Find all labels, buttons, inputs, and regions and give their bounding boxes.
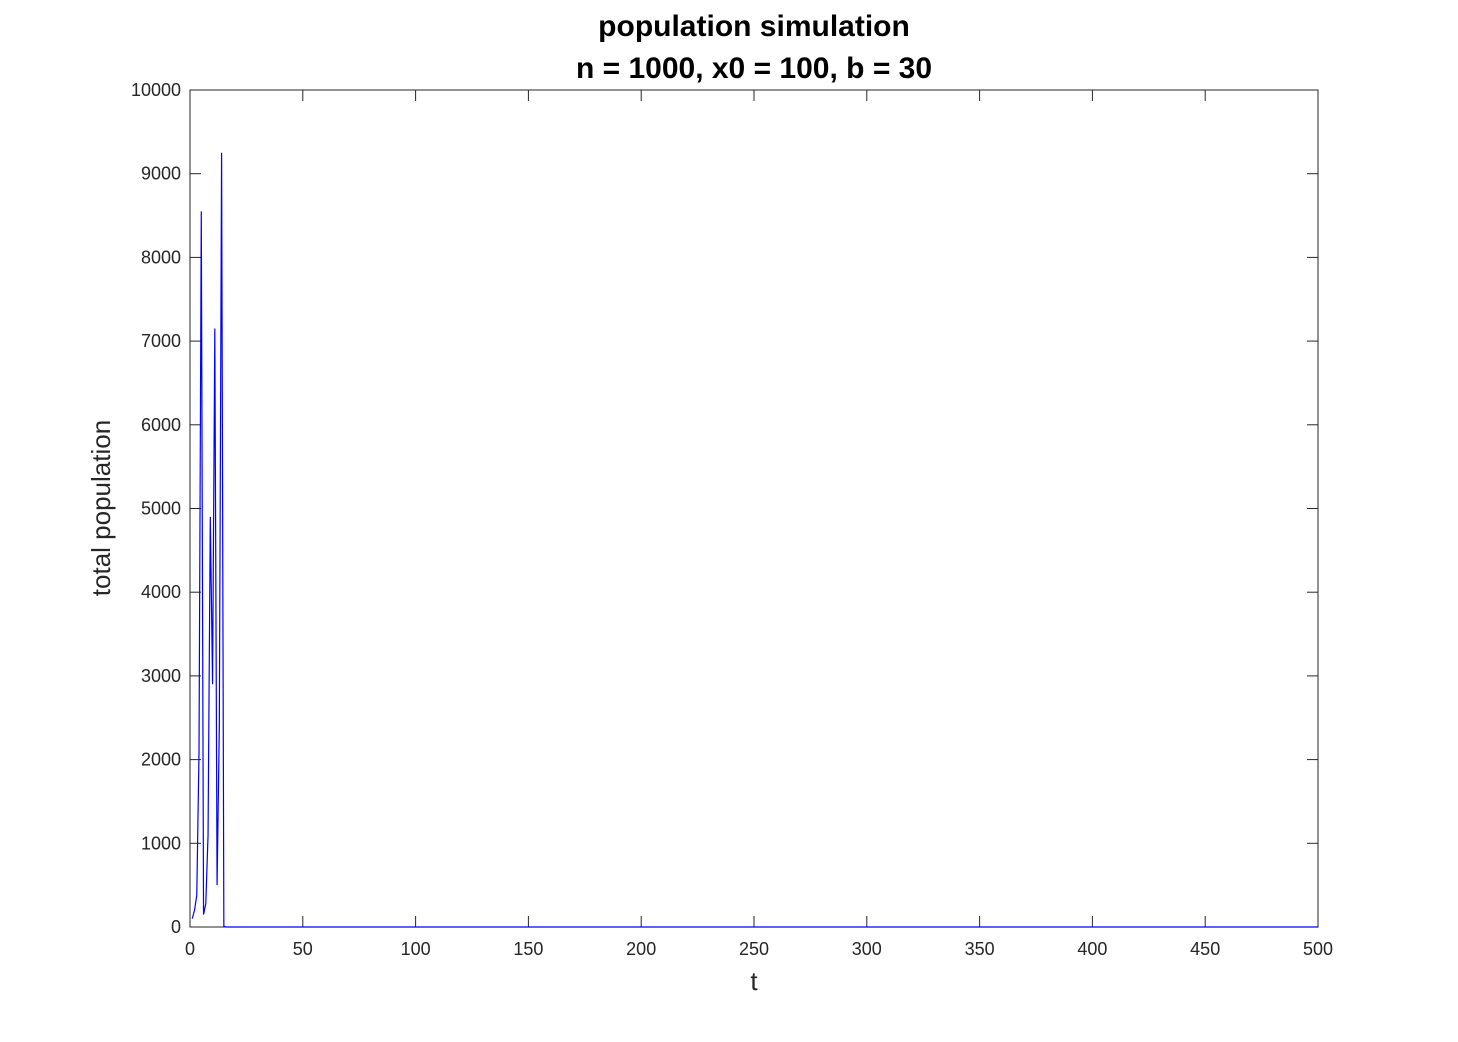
chart-title: population simulation bbox=[598, 10, 910, 43]
series-line-0 bbox=[191, 152, 1318, 928]
y-axis-label: total population bbox=[86, 420, 116, 596]
x-tick-label: 0 bbox=[185, 939, 195, 959]
y-tick-label: 10000 bbox=[131, 80, 181, 100]
x-tick-label: 450 bbox=[1190, 939, 1220, 959]
x-tick-label: 150 bbox=[513, 939, 543, 959]
y-tick-label: 5000 bbox=[141, 499, 181, 519]
x-tick-label: 400 bbox=[1077, 939, 1107, 959]
y-tick-label: 0 bbox=[171, 917, 181, 937]
y-tick-label: 8000 bbox=[141, 247, 181, 267]
x-axis: 0 50 100 150 200 250 300 350 400 450 500 bbox=[185, 90, 1333, 959]
y-tick-label: 1000 bbox=[141, 833, 181, 853]
chart-subtitle: n = 1000, x0 = 100, b = 30 bbox=[576, 52, 932, 85]
y-tick-label: 6000 bbox=[141, 415, 181, 435]
y-tick-label: 3000 bbox=[141, 666, 181, 686]
x-tick-label: 200 bbox=[626, 939, 656, 959]
y-tick-label: 2000 bbox=[141, 750, 181, 770]
y-axis: 0 1000 2000 3000 4000 5000 6000 7000 8000 9000 100… bbox=[131, 80, 1318, 937]
y-tick-label: 7000 bbox=[141, 331, 181, 351]
x-axis-label: t bbox=[750, 966, 758, 996]
y-tick-label: 9000 bbox=[141, 164, 181, 184]
x-tick-label: 250 bbox=[739, 939, 769, 959]
x-tick-label: 300 bbox=[852, 939, 882, 959]
x-tick-label: 100 bbox=[401, 939, 431, 959]
x-tick-label: 50 bbox=[293, 939, 313, 959]
x-tick-label: 500 bbox=[1303, 939, 1333, 959]
plot-area bbox=[189, 89, 1319, 928]
x-tick-label: 350 bbox=[965, 939, 995, 959]
y-tick-label: 4000 bbox=[141, 582, 181, 602]
series-group bbox=[191, 152, 1318, 928]
